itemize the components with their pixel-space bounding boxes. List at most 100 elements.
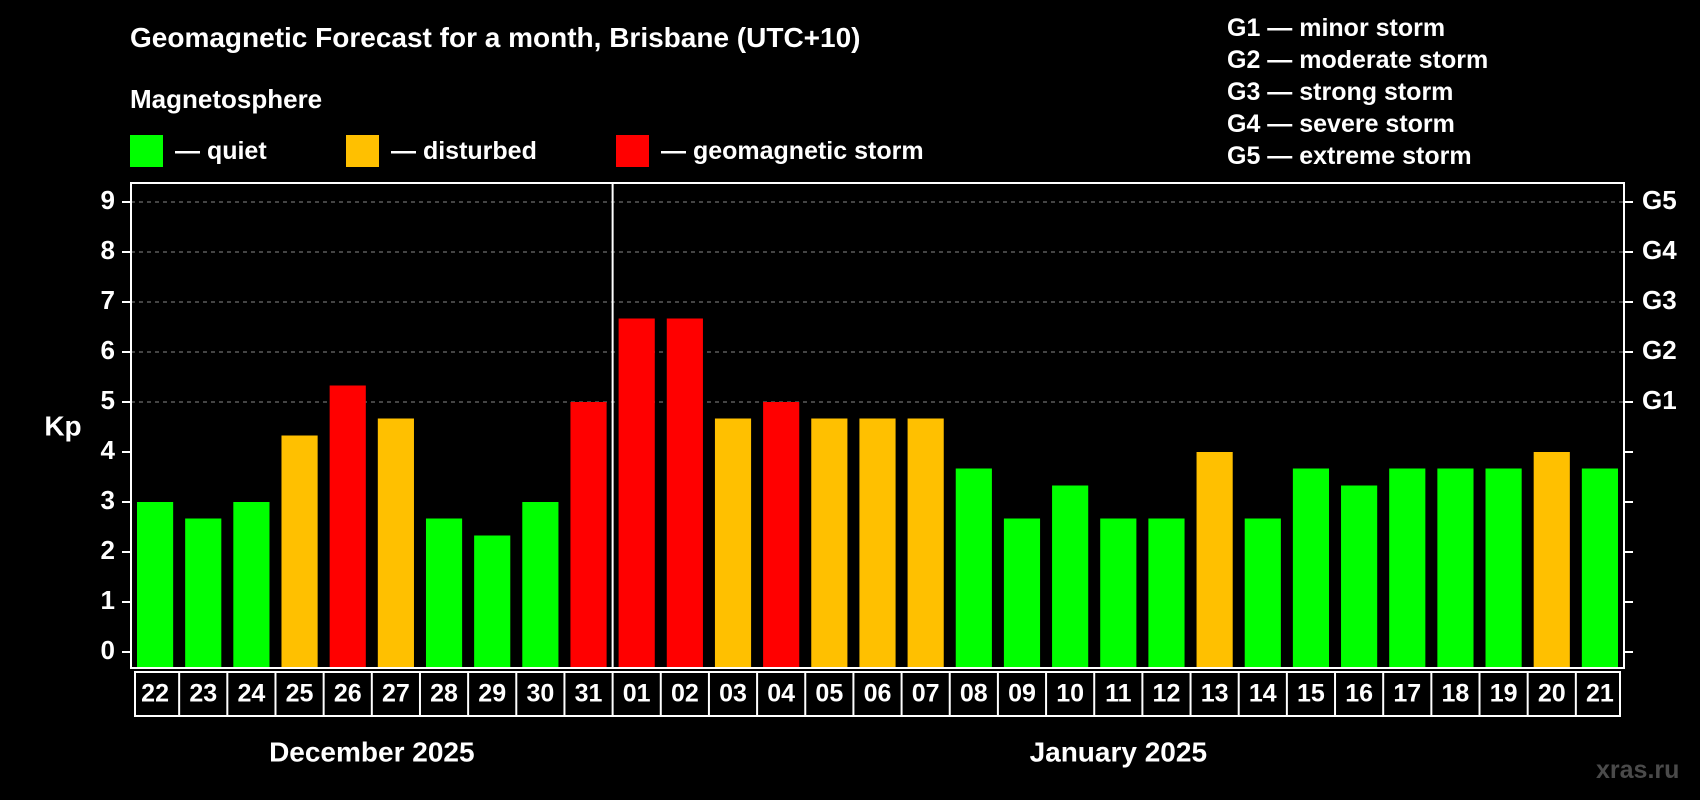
x-tick-label-20: 20: [1538, 680, 1566, 708]
right-tick-label-g5: G5: [1642, 185, 1677, 215]
bar-10: [1052, 485, 1089, 667]
bar-26: [329, 385, 366, 667]
x-tick-label-03: 03: [719, 680, 747, 708]
bar-13: [1196, 452, 1233, 667]
y-tick-label-0: 0: [101, 635, 115, 665]
legend-swatch-quiet: [130, 135, 163, 167]
legend-item-storm: — geomagnetic storm: [616, 134, 924, 168]
legend-swatch-disturbed: [346, 135, 379, 167]
bar-30: [522, 502, 559, 667]
x-tick-label-26: 26: [334, 680, 362, 708]
bar-21: [1581, 468, 1618, 667]
bar-14: [1244, 518, 1281, 667]
bar-29: [474, 535, 511, 667]
legend-item-quiet: — quiet: [130, 134, 267, 168]
x-tick-label-11: 11: [1105, 680, 1132, 708]
bar-06: [859, 418, 896, 667]
bar-08: [955, 468, 992, 667]
x-tick-label-16: 16: [1345, 680, 1373, 708]
g-scale-legend: G1 — minor storm G2 — moderate storm G3 …: [1227, 12, 1488, 172]
x-tick-label-10: 10: [1056, 680, 1084, 708]
y-tick-label-5: 5: [101, 385, 115, 415]
x-tick-label-09: 09: [1008, 680, 1036, 708]
g-scale-g3: G3 — strong storm: [1227, 78, 1454, 106]
x-tick-label-07: 07: [912, 680, 940, 708]
y-axis-label: Kp: [44, 410, 81, 441]
g-scale-g4: G4 — severe storm: [1227, 110, 1455, 138]
x-tick-label-25: 25: [286, 680, 314, 708]
x-tick-label-12: 12: [1153, 680, 1181, 708]
watermark: xras.ru: [1596, 756, 1680, 784]
y-tick-label-9: 9: [101, 185, 115, 215]
date-row-frame: [134, 671, 1621, 717]
legend-label-disturbed: — disturbed: [391, 136, 537, 165]
x-tick-label-27: 27: [382, 680, 410, 708]
bar-03: [714, 418, 752, 667]
bar-15: [1292, 468, 1330, 667]
y-tick-label-6: 6: [101, 335, 115, 365]
x-tick-label-23: 23: [189, 680, 217, 708]
bar-11: [1100, 518, 1137, 667]
x-tick-label-13: 13: [1201, 680, 1229, 708]
x-tick-label-06: 06: [864, 680, 892, 708]
x-tick-label-01: 01: [623, 680, 651, 708]
bar-09: [1003, 518, 1041, 667]
x-tick-label-02: 02: [671, 680, 699, 708]
month-label-january: January 2025: [1030, 736, 1207, 767]
x-tick-label-15: 15: [1297, 680, 1325, 708]
bar-05: [811, 418, 848, 667]
right-tick-label-g4: G4: [1642, 235, 1677, 265]
x-tick-label-24: 24: [237, 680, 265, 708]
bar-27: [377, 418, 414, 667]
bar-16: [1341, 485, 1378, 667]
g-scale-g1: G1 — minor storm: [1227, 14, 1446, 42]
bar-04: [763, 402, 800, 667]
bar-28: [425, 518, 463, 667]
bar-07: [907, 418, 944, 667]
bar-12: [1148, 518, 1185, 667]
bar-19: [1485, 468, 1522, 667]
x-tick-label-31: 31: [575, 680, 603, 708]
x-tick-label-30: 30: [526, 680, 554, 708]
x-tick-label-14: 14: [1249, 680, 1277, 708]
g-scale-g5: G5 — extreme storm: [1227, 142, 1472, 170]
x-tick-label-29: 29: [478, 680, 506, 708]
x-tick-label-19: 19: [1490, 680, 1518, 708]
right-tick-label-g1: G1: [1642, 385, 1677, 415]
y-tick-label-7: 7: [101, 285, 115, 315]
x-tick-label-04: 04: [767, 680, 795, 708]
bar-01: [618, 318, 655, 667]
magnetosphere-label: Magnetosphere: [130, 84, 323, 114]
right-tick-label-g3: G3: [1642, 285, 1677, 315]
x-tick-label-08: 08: [960, 680, 988, 708]
y-tick-label-2: 2: [101, 535, 115, 565]
month-label-december: December 2025: [269, 736, 474, 767]
plot-frame: [130, 182, 1625, 669]
g-scale-g2: G2 — moderate storm: [1227, 46, 1489, 74]
x-tick-label-21: 21: [1586, 680, 1614, 708]
bar-17: [1389, 468, 1426, 667]
y-tick-label-4: 4: [101, 435, 116, 465]
bar-02: [666, 318, 703, 667]
x-tick-label-22: 22: [141, 680, 169, 708]
x-tick-label-17: 17: [1393, 680, 1421, 708]
legend-item-disturbed: — disturbed: [346, 134, 537, 168]
legend-swatch-storm: [616, 135, 649, 167]
bar-20: [1533, 452, 1570, 667]
x-tick-label-18: 18: [1442, 680, 1470, 708]
right-tick-label-g2: G2: [1642, 335, 1677, 365]
y-tick-label-8: 8: [101, 235, 115, 265]
y-tick-label-3: 3: [101, 485, 115, 515]
bar-24: [233, 502, 270, 667]
bar-18: [1437, 468, 1474, 667]
bar-23: [185, 518, 222, 667]
x-tick-label-05: 05: [815, 680, 843, 708]
legend-label-quiet: — quiet: [175, 136, 267, 165]
bar-25: [281, 435, 318, 667]
legend-label-storm: — geomagnetic storm: [661, 136, 924, 165]
bar-31: [570, 402, 607, 667]
bar-22: [137, 502, 174, 667]
y-tick-label-1: 1: [101, 585, 115, 615]
x-tick-label-28: 28: [430, 680, 458, 708]
